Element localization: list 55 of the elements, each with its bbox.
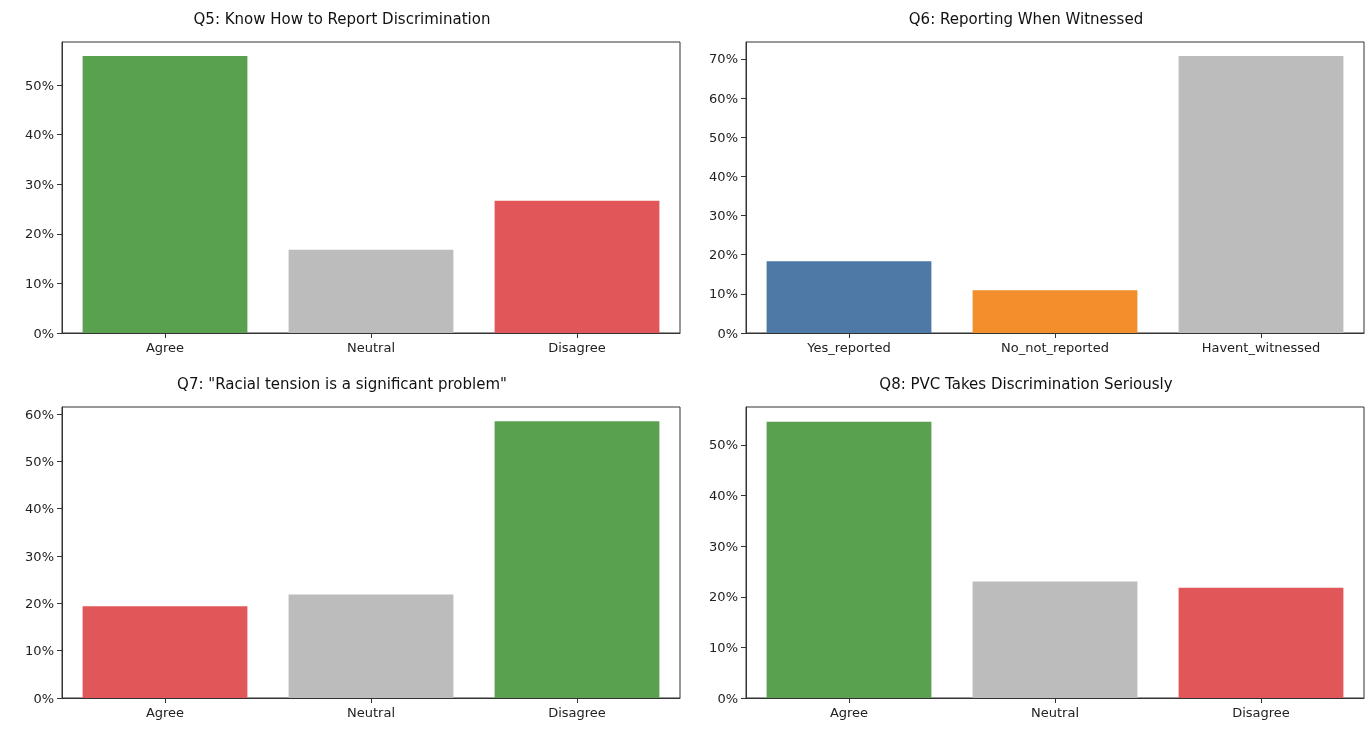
y-tick-label: 10% <box>709 286 738 302</box>
y-tick-label: 60% <box>25 406 54 422</box>
x-tick-label: Disagree <box>548 340 606 355</box>
y-tick-label: 10% <box>709 639 738 655</box>
y-tick-label: 70% <box>709 51 738 67</box>
y-tick-label: 30% <box>25 548 54 564</box>
chart-title: Q6: Reporting When Witnessed <box>908 9 1144 28</box>
bar <box>288 249 454 333</box>
bar <box>82 55 248 333</box>
y-tick-label: 10% <box>25 275 54 291</box>
y-tick-label: 30% <box>709 538 738 554</box>
x-tick-label: Havent_witnessed <box>1201 340 1321 355</box>
y-tick-label: 0% <box>33 690 54 706</box>
y-tick-label: 20% <box>25 595 54 611</box>
bar <box>288 594 454 698</box>
x-tick-label: Agree <box>145 340 185 355</box>
y-tick-label: 40% <box>25 501 54 517</box>
y-tick-label: 50% <box>709 129 738 145</box>
y-tick-label: 40% <box>25 127 54 143</box>
x-tick-label: No_not_reported <box>1001 340 1109 355</box>
y-tick-label: 20% <box>709 247 738 263</box>
y-tick-label: 40% <box>709 488 738 504</box>
bar <box>766 421 932 698</box>
y-tick-label: 50% <box>709 437 738 453</box>
x-tick-label: Neutral <box>1031 705 1079 720</box>
y-tick-label: 10% <box>25 643 54 659</box>
x-tick-label: Neutral <box>347 340 395 355</box>
y-tick-label: 0% <box>717 325 738 341</box>
bar <box>972 581 1138 698</box>
chart-title: Q7: "Racial tension is a significant problem" <box>177 374 507 393</box>
y-tick-label: 60% <box>709 90 738 106</box>
bar <box>1178 56 1344 333</box>
x-tick-label: Disagree <box>1232 705 1290 720</box>
x-tick-label: Yes_reported <box>806 340 891 355</box>
bar <box>494 421 660 698</box>
chart-title: Q5: Know How to Report Discrimination <box>193 9 491 28</box>
y-tick-label: 40% <box>709 168 738 184</box>
y-tick-label: 0% <box>33 325 54 341</box>
y-tick-label: 50% <box>25 453 54 469</box>
bar <box>766 261 932 333</box>
bar <box>1178 587 1344 698</box>
y-tick-label: 20% <box>25 226 54 242</box>
x-tick-label: Disagree <box>548 705 606 720</box>
y-tick-label: 20% <box>709 589 738 605</box>
chart-title: Q8: PVC Takes Discrimination Seriously <box>879 374 1173 393</box>
y-tick-label: 30% <box>25 176 54 192</box>
x-tick-label: Neutral <box>347 705 395 720</box>
x-tick-label: Agree <box>145 705 185 720</box>
y-tick-label: 0% <box>717 690 738 706</box>
y-tick-label: 50% <box>25 77 54 93</box>
x-tick-label: Agree <box>829 705 869 720</box>
y-tick-label: 30% <box>709 208 738 223</box>
bar <box>82 606 248 698</box>
bar <box>494 200 660 333</box>
bar <box>972 290 1138 333</box>
